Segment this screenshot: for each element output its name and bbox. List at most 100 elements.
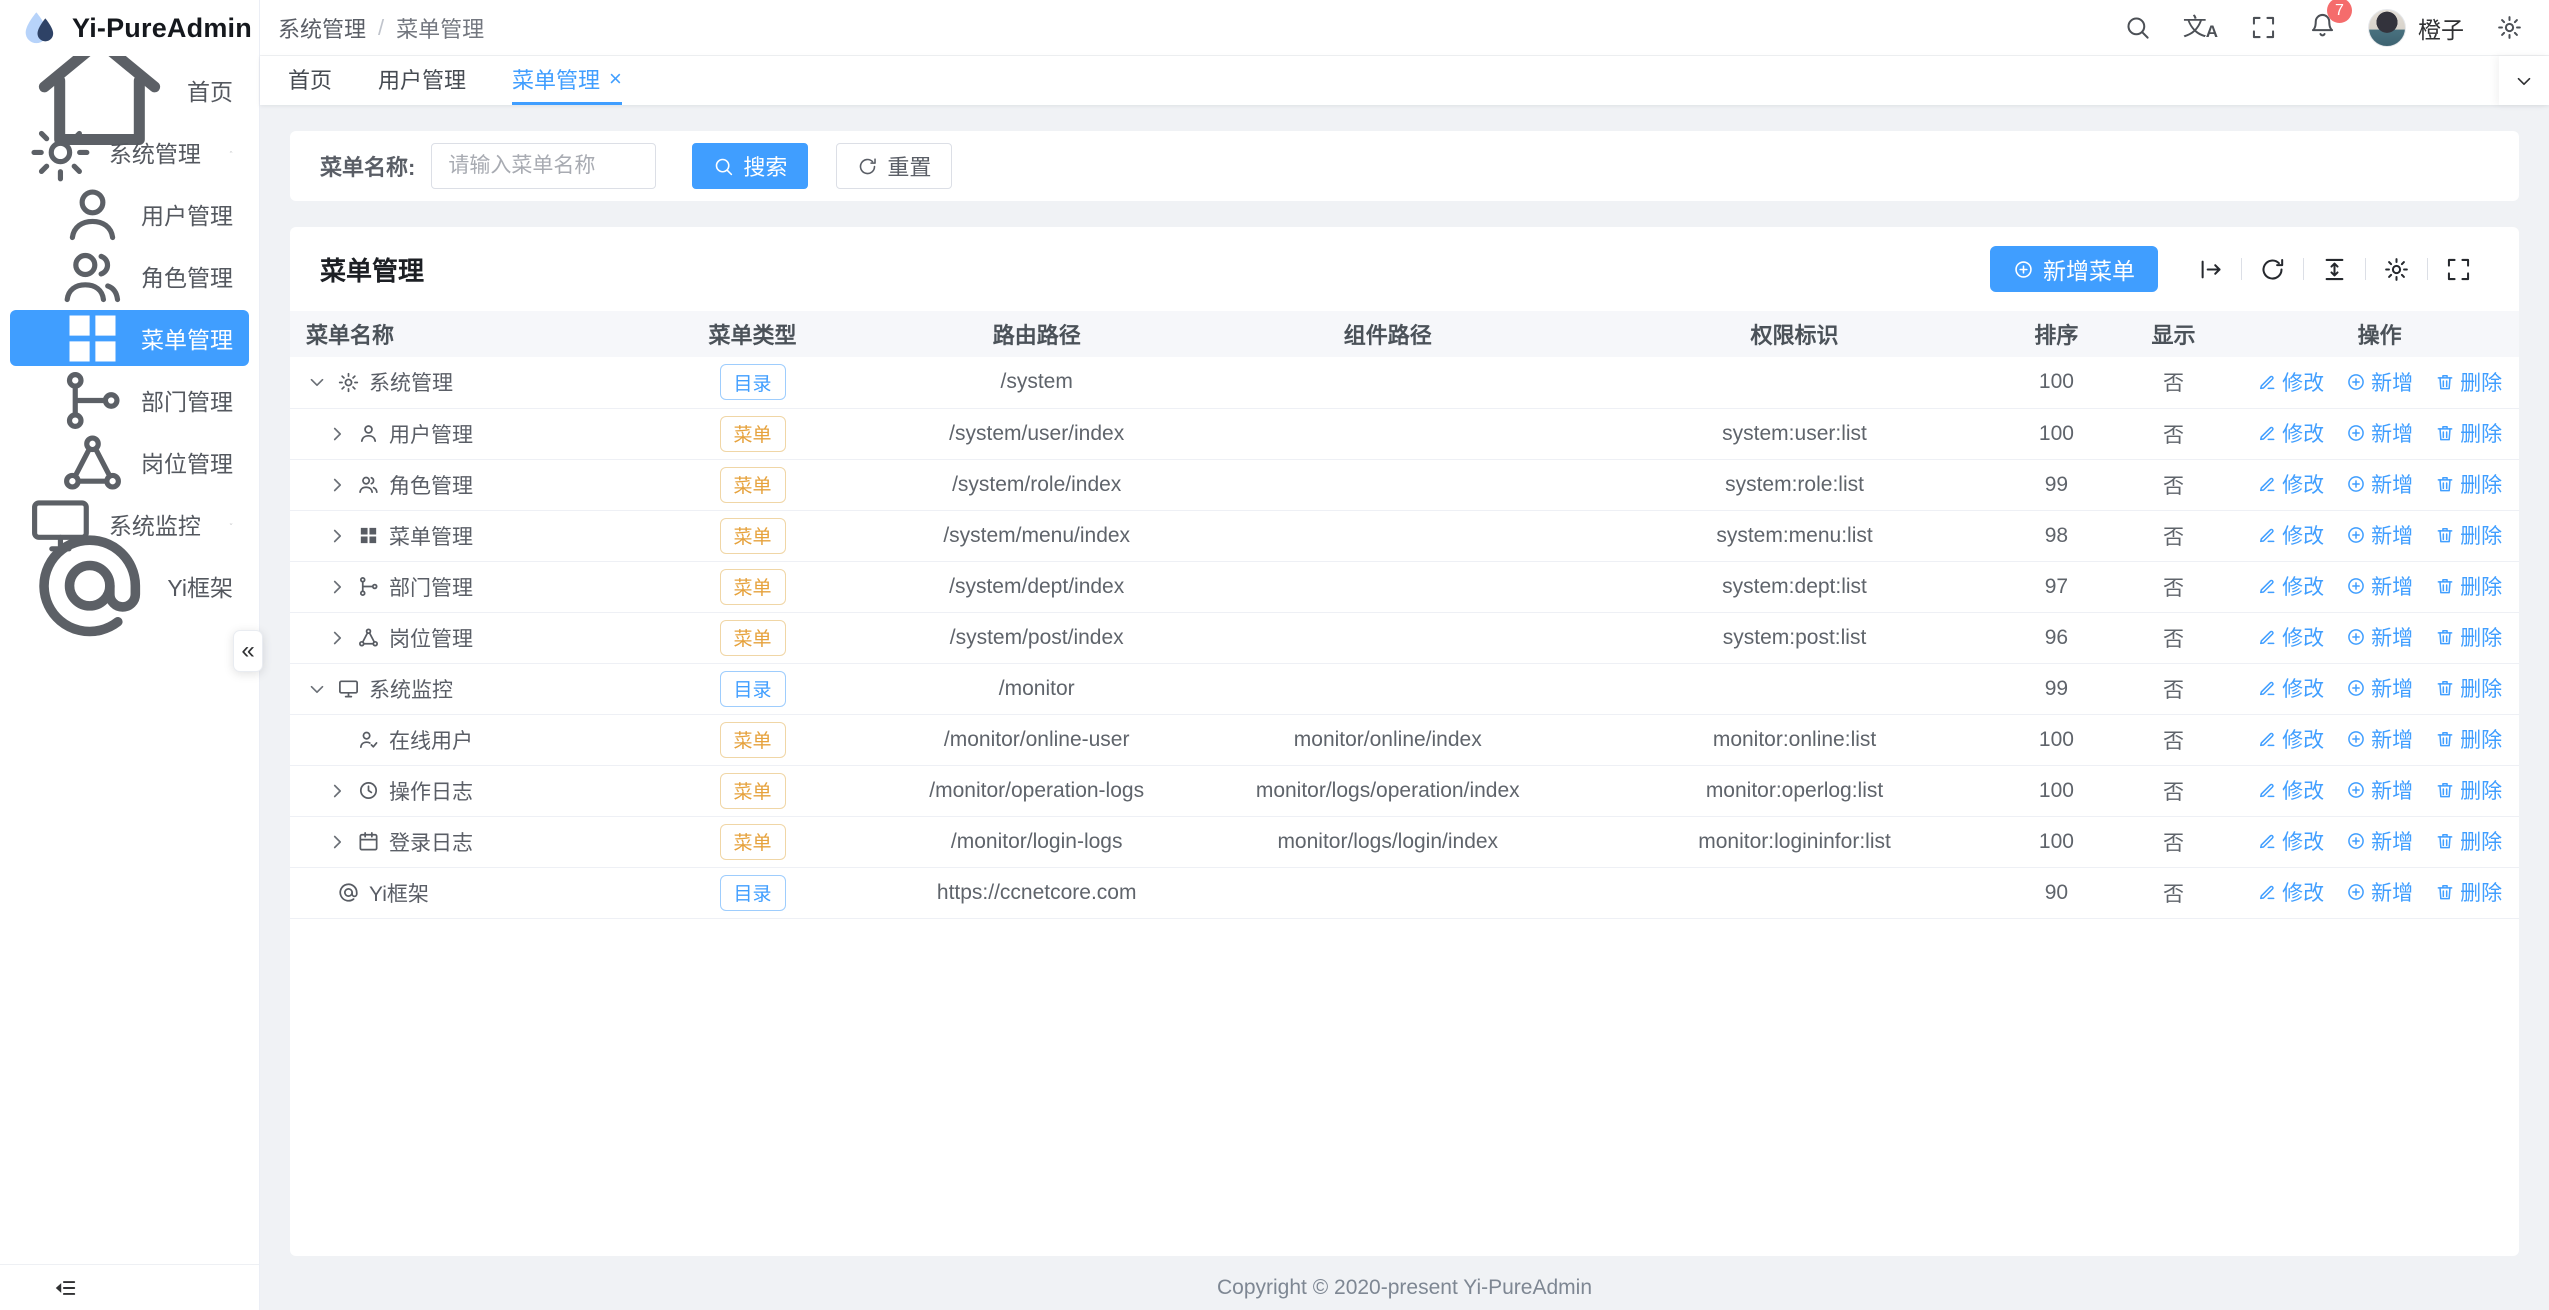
fullscreen-icon[interactable] (2250, 14, 2277, 41)
breadcrumb-item[interactable]: 系统管理 (278, 16, 367, 42)
settings-gear-icon[interactable] (2496, 14, 2523, 41)
delete-link[interactable]: 删除 (2435, 520, 2502, 550)
expand-toggle-icon[interactable] (326, 627, 348, 649)
edit-link[interactable]: 修改 (2257, 520, 2324, 550)
edit-link[interactable]: 修改 (2257, 775, 2324, 805)
delete-link[interactable]: 删除 (2435, 724, 2502, 754)
tab-label: 首页 (288, 68, 333, 93)
sidebar-item-role-management[interactable]: 角色管理 (10, 248, 249, 304)
component-path (1192, 612, 1583, 664)
edit-link[interactable]: 修改 (2257, 673, 2324, 703)
edit-link[interactable]: 修改 (2257, 622, 2324, 652)
edit-link-label: 修改 (2282, 423, 2325, 446)
refresh-icon[interactable] (2259, 256, 2286, 283)
expand-toggle-icon[interactable] (326, 780, 348, 802)
table-row[interactable]: 系统管理 目录/system 100 否 修改 新增 删除 (290, 357, 2519, 409)
expand-toggle-icon[interactable] (326, 525, 348, 547)
delete-link[interactable]: 删除 (2435, 469, 2502, 499)
sidebar-item-dept-management[interactable]: 部门管理 (10, 371, 249, 429)
expand-toggle-icon[interactable] (326, 576, 348, 598)
delete-link[interactable]: 删除 (2435, 673, 2502, 703)
menu-fold-icon[interactable] (52, 1275, 78, 1301)
sidebar-item-menu-management[interactable]: 菜单管理 (10, 310, 249, 366)
table-row[interactable]: 操作日志 菜单/monitor/operation-logs monitor/log… (290, 765, 2519, 817)
logo[interactable]: Yi-PureAdmin (0, 0, 259, 56)
visible-value: 否 (2106, 816, 2241, 868)
sidebar-item-home[interactable]: 首页 (10, 56, 249, 145)
table-row[interactable]: 在线用户 菜单/monitor/online-user monitor/online… (290, 714, 2519, 766)
edit-link[interactable]: 修改 (2257, 826, 2324, 856)
edit-link[interactable]: 修改 (2257, 877, 2324, 907)
sidebar-item-system-management[interactable]: 系统管理 (10, 123, 249, 181)
add-link[interactable]: 新增 (2346, 469, 2413, 499)
tab-home[interactable]: 首页 (288, 56, 332, 105)
delete-link[interactable]: 删除 (2435, 571, 2502, 601)
sidebar-item-label: 角色管理 (141, 265, 233, 291)
sidebar-item-system-monitor[interactable]: 系统监控 (10, 496, 249, 552)
delete-link[interactable]: 删除 (2435, 367, 2502, 397)
add-link[interactable]: 新增 (2346, 622, 2413, 652)
menu-name: 岗位管理 (389, 627, 473, 651)
delete-link[interactable]: 删除 (2435, 418, 2502, 448)
search-icon[interactable] (2124, 14, 2151, 41)
add-link[interactable]: 新增 (2346, 571, 2413, 601)
table-row[interactable]: 岗位管理 菜单/system/post/index system:post:list… (290, 612, 2519, 664)
sidebar-collapse-button[interactable]: « (233, 630, 263, 672)
sidebar-item-post-management[interactable]: 岗位管理 (10, 434, 249, 490)
density-icon[interactable] (2321, 256, 2348, 283)
tab-close-icon[interactable]: × (609, 66, 622, 91)
tabs-dropdown-button[interactable] (2499, 56, 2549, 105)
column-setting-icon[interactable] (2383, 256, 2410, 283)
tab-user-management[interactable]: 用户管理 (378, 56, 466, 105)
sidebar-item-yi-framework[interactable]: Yi框架 (10, 535, 249, 637)
add-link[interactable]: 新增 (2346, 367, 2413, 397)
user-menu[interactable]: 橙子 (2368, 8, 2464, 47)
delete-link-label: 删除 (2460, 831, 2503, 854)
edit-link[interactable]: 修改 (2257, 571, 2324, 601)
add-link[interactable]: 新增 (2346, 520, 2413, 550)
edit-link[interactable]: 修改 (2257, 469, 2324, 499)
table-row[interactable]: 系统监控 目录/monitor 99 否 修改 新增 删除 (290, 663, 2519, 715)
fullscreen-icon[interactable] (2445, 256, 2472, 283)
search-button-label: 搜索 (743, 155, 788, 180)
add-link[interactable]: 新增 (2346, 673, 2413, 703)
export-icon[interactable] (2197, 256, 2224, 283)
expand-toggle-icon[interactable] (306, 678, 328, 700)
reset-button[interactable]: 重置 (836, 143, 953, 189)
add-link[interactable]: 新增 (2346, 418, 2413, 448)
breadcrumb: 系统管理 / 菜单管理 (278, 12, 484, 44)
search-button[interactable]: 搜索 (692, 143, 809, 189)
edit-link[interactable]: 修改 (2257, 367, 2324, 397)
delete-link[interactable]: 删除 (2435, 826, 2502, 856)
sort-value: 99 (2006, 663, 2107, 715)
add-menu-button[interactable]: 新增菜单 (1990, 246, 2158, 292)
table-row[interactable]: 菜单管理 菜单/system/menu/index system:menu:list… (290, 510, 2519, 562)
plus-circle-icon (2346, 678, 2366, 698)
menu-type-tag: 菜单 (719, 568, 786, 605)
add-link[interactable]: 新增 (2346, 724, 2413, 754)
add-link[interactable]: 新增 (2346, 775, 2413, 805)
sidebar-item-user-management[interactable]: 用户管理 (10, 186, 249, 242)
table-row[interactable]: 用户管理 菜单/system/user/index system:user:list… (290, 408, 2519, 460)
delete-link[interactable]: 删除 (2435, 622, 2502, 652)
menu-name: 系统监控 (369, 678, 453, 702)
menu-name: 菜单管理 (389, 525, 473, 549)
edit-link[interactable]: 修改 (2257, 724, 2324, 754)
table-row[interactable]: 部门管理 菜单/system/dept/index system:dept:list… (290, 561, 2519, 613)
expand-toggle-icon[interactable] (326, 831, 348, 853)
add-link[interactable]: 新增 (2346, 877, 2413, 907)
expand-toggle-icon[interactable] (326, 474, 348, 496)
table-row[interactable]: 登录日志 菜单/monitor/login-logs monitor/logs/lo… (290, 816, 2519, 868)
add-link[interactable]: 新增 (2346, 826, 2413, 856)
expand-toggle-icon[interactable] (306, 371, 328, 393)
table-row[interactable]: 角色管理 菜单/system/role/index system:role:list… (290, 459, 2519, 511)
notification-button[interactable]: 7 (2309, 0, 2352, 44)
tab-menu-management[interactable]: 菜单管理 × (512, 56, 622, 105)
delete-link[interactable]: 删除 (2435, 877, 2502, 907)
expand-toggle-icon[interactable] (326, 423, 348, 445)
delete-link[interactable]: 删除 (2435, 775, 2502, 805)
table-row[interactable]: Yi框架 目录 https://ccnetcore.com 90 否 修改 新增 删除 (290, 867, 2519, 919)
menu-name-input[interactable] (431, 143, 657, 189)
edit-link[interactable]: 修改 (2257, 418, 2324, 448)
